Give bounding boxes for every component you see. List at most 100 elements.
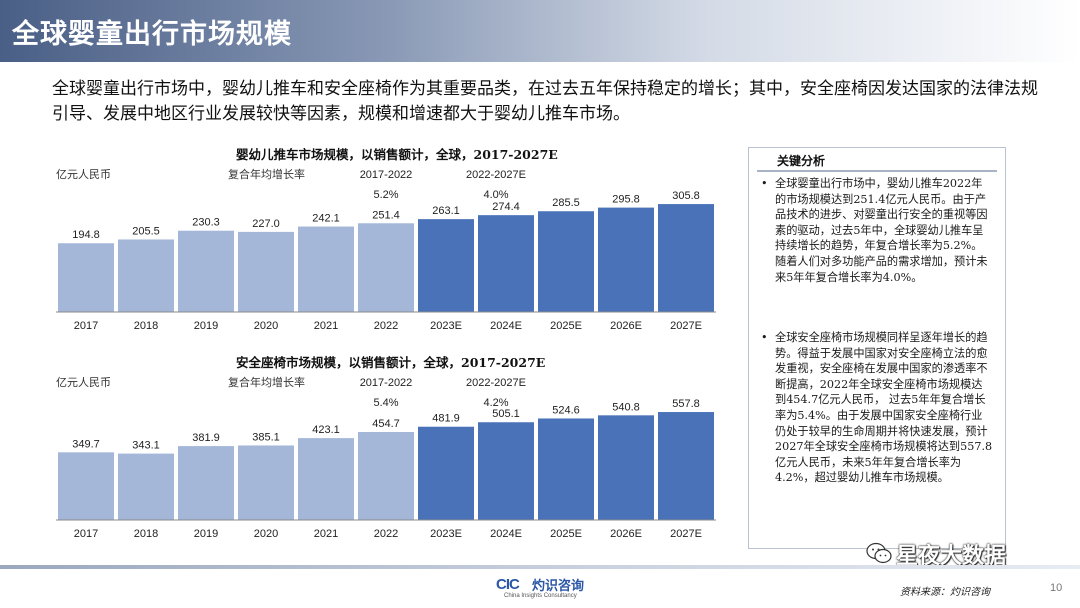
bullet-text: 全球婴童出行市场中，婴幼儿推车2022年的市场规模达到251.4亿元人民币。由于… (775, 177, 988, 284)
bar-2026E (598, 415, 654, 520)
chart-2-title: 安全座椅市场规模，以销售额计，全球，2017-2027E (236, 355, 546, 370)
x-tick-label: 2026E (610, 528, 642, 540)
x-tick-label: 2025E (550, 320, 582, 332)
x-tick-label: 2019 (194, 320, 218, 332)
watermark-text: 星夜大数据 (896, 544, 1007, 569)
bar-2023E (418, 219, 474, 312)
x-tick-label: 2024E (490, 528, 522, 540)
bar-2021 (298, 226, 354, 312)
key-analysis-panel: 关键分析 • 全球婴童出行市场中，婴幼儿推车2022年的市场规模达到251.4亿… (748, 147, 1006, 549)
bar-2019 (178, 230, 234, 312)
page-number: 10 (1050, 582, 1063, 594)
title-bar: 全球婴童出行市场规模 (0, 0, 1080, 62)
x-tick-label: 2024E (490, 320, 522, 332)
bar-value-label: 227.0 (252, 218, 280, 230)
bar-value-label: 205.5 (132, 225, 160, 237)
x-tick-label: 2021 (314, 320, 338, 332)
cagr-period-1: 2017-2022 (360, 169, 413, 181)
bar-value-label: 540.8 (612, 401, 640, 413)
x-tick-label: 2019 (194, 528, 218, 540)
bar-2022 (358, 431, 414, 520)
bar-value-label: 557.8 (672, 398, 700, 410)
x-tick-label: 2027E (670, 528, 702, 540)
key-analysis-bullet-2: • 全球安全座椅市场规模同样呈逐年增长的趋势。得益于发展中国家对安全座椅立法的愈… (761, 330, 993, 486)
bar-value-label: 295.8 (612, 194, 640, 206)
key-analysis-bullet-1: • 全球婴童出行市场中，婴幼儿推车2022年的市场规模达到251.4亿元人民币。… (761, 176, 993, 285)
bar-2023E (418, 426, 474, 520)
chart-1-title: 婴幼儿推车市场规模，以销售额计，全球，2017-2027E (236, 147, 558, 162)
bar-2024E (478, 215, 534, 312)
bar-2017 (58, 452, 114, 520)
x-tick-label: 2017 (74, 528, 98, 540)
bullet-text: 全球安全座椅市场规模同样呈逐年增长的趋势。得益于发展中国家对安全座椅立法的愈发重… (775, 331, 993, 485)
chart-2-cagr-label: 复合年均增长率 (228, 375, 305, 389)
cagr-value-1: 5.2% (373, 189, 398, 201)
bar-2018 (118, 453, 174, 520)
x-tick-label: 2027E (670, 320, 702, 332)
bar-value-label: 385.1 (252, 431, 280, 443)
cagr-value-1: 5.4% (373, 397, 398, 409)
chart-1: 亿元人民币 复合年均增长率 2017-2022 5.2% 2022-2027E 4.0% 1… (56, 162, 716, 338)
x-tick-label: 2020 (254, 528, 278, 540)
bar-2026E (598, 207, 654, 312)
cagr-value-2: 4.2% (483, 397, 508, 409)
bar-value-label: 285.5 (552, 197, 580, 209)
chart-2-svg: 亿元人民币 复合年均增长率 2017-2022 5.4% 2022-2027E 4.2% 3… (56, 375, 716, 540)
key-analysis-rule (757, 170, 997, 172)
bar-value-label: 242.1 (312, 213, 340, 225)
bar-2018 (118, 239, 174, 312)
x-tick-label: 2018 (134, 528, 158, 540)
bar-2019 (178, 446, 234, 520)
cic-logo: CIC 灼识咨询 China Insights Consultancy (496, 574, 626, 604)
x-tick-label: 2025E (550, 528, 582, 540)
bar-2025E (538, 211, 594, 312)
key-analysis-heading: 关键分析 (777, 154, 826, 168)
bar-2022 (358, 223, 414, 312)
bar-2021 (298, 438, 354, 520)
logo-tagline: China Insights Consultancy (504, 593, 577, 599)
bar-value-label: 505.1 (492, 408, 520, 420)
bar-2020 (238, 231, 294, 312)
chart-1-cagr-label: 复合年均增长率 (228, 167, 305, 181)
bar-value-label: 524.6 (552, 404, 580, 416)
cagr-period-2: 2022-2027E (466, 169, 526, 181)
bar-value-label: 343.1 (132, 440, 160, 452)
cagr-period-2: 2022-2027E (466, 377, 526, 389)
x-tick-label: 2022 (374, 528, 398, 540)
x-tick-label: 2026E (610, 320, 642, 332)
bar-2027E (658, 204, 714, 312)
bar-value-label: 423.1 (312, 424, 340, 436)
bar-value-label: 381.9 (192, 432, 220, 444)
x-tick-label: 2020 (254, 320, 278, 332)
bar-2020 (238, 445, 294, 520)
bar-value-label: 251.4 (372, 209, 400, 221)
wechat-icon (866, 542, 892, 564)
logo-mark: CIC (496, 576, 520, 593)
bar-value-label: 349.7 (72, 438, 100, 450)
bullet-icon: • (761, 177, 768, 190)
intro-paragraph: 全球婴童出行市场中，婴幼儿推车和安全座椅作为其重要品类，在过去五年保持稳定的增长… (52, 79, 1038, 124)
chart-2: 亿元人民币 复合年均增长率 2017-2022 5.4% 2022-2027E 4.2% 3… (56, 370, 716, 546)
bar-2017 (58, 243, 114, 312)
bar-value-label: 481.9 (432, 413, 460, 425)
source-note: 资料来源：灼识咨询 (900, 587, 990, 598)
bar-value-label: 230.3 (192, 217, 220, 229)
bar-value-label: 305.8 (672, 190, 700, 202)
bar-value-label: 454.7 (372, 418, 400, 430)
chart-1-svg: 亿元人民币 复合年均增长率 2017-2022 5.2% 2022-2027E 4.0% 1… (56, 167, 716, 332)
cagr-value-2: 4.0% (483, 189, 508, 201)
bar-value-label: 263.1 (432, 205, 460, 217)
logo-name: 灼识咨询 (532, 579, 585, 594)
bar-2027E (658, 412, 714, 520)
x-tick-label: 2018 (134, 320, 158, 332)
cagr-period-1: 2017-2022 (360, 377, 413, 389)
footer-rule (0, 565, 1080, 569)
bar-2025E (538, 418, 594, 520)
bar-value-label: 194.8 (72, 229, 100, 241)
x-tick-label: 2023E (430, 528, 462, 540)
page-title: 全球婴童出行市场规模 (12, 19, 292, 50)
x-tick-label: 2021 (314, 528, 338, 540)
bar-value-label: 274.4 (492, 201, 520, 213)
x-tick-label: 2022 (374, 320, 398, 332)
bullet-icon: • (761, 331, 768, 344)
